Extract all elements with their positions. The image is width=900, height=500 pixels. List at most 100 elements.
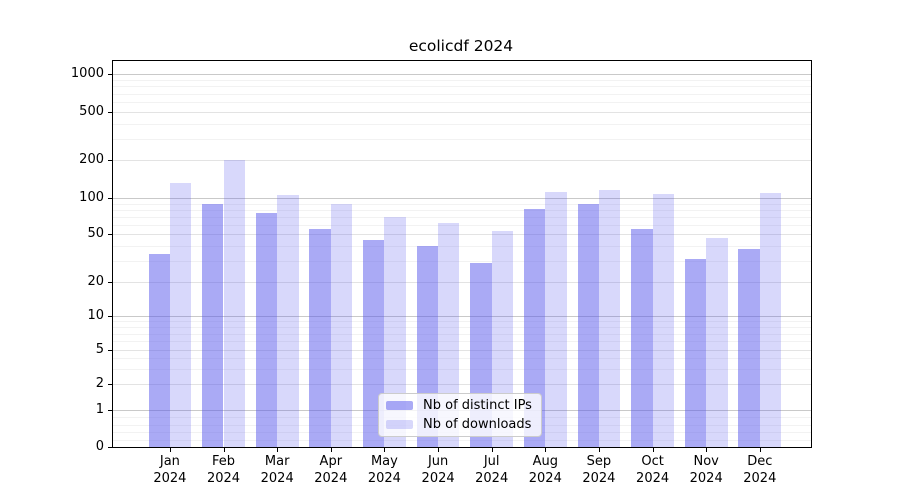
x-tick-label: Oct 2024 [636, 454, 670, 486]
bar-distinct-ips-aug [523, 209, 546, 447]
legend-swatch-downloads [386, 420, 413, 429]
y-tick-label: 1 [95, 402, 104, 417]
bar-downloads-oct [652, 193, 674, 447]
gridline-minor [113, 123, 811, 125]
y-tick-label: 50 [87, 226, 104, 242]
x-tick-mark [438, 448, 440, 452]
x-tick-mark [330, 448, 332, 452]
y-tick-label: 10 [87, 308, 104, 323]
y-tick-label: 5 [95, 342, 104, 357]
bar-distinct-ips-apr [309, 229, 331, 447]
y-tick-mark [108, 198, 113, 199]
x-tick-mark [545, 448, 547, 452]
y-tick-label: 1000 [70, 66, 104, 82]
legend-item-distinct-ips: Nb of distinct IPs [386, 398, 534, 413]
y-tick-mark [108, 160, 113, 161]
gridline-major [113, 316, 811, 317]
y-tick-mark [108, 316, 113, 317]
y-tick-mark [108, 281, 113, 283]
x-tick-mark [598, 448, 600, 452]
bar-downloads-may [384, 216, 406, 447]
y-tick-label: 100 [79, 190, 104, 205]
legend-item-downloads: Nb of downloads [386, 417, 534, 432]
y-tick-mark [108, 234, 113, 236]
y-tick-label: 200 [79, 152, 104, 167]
x-tick-label: Feb 2024 [206, 454, 241, 486]
gridline-minor [113, 216, 811, 218]
gridline-labeled-minor [113, 111, 811, 113]
y-tick-mark [108, 384, 113, 386]
x-tick-label: Mar 2024 [260, 454, 294, 486]
y-tick-mark [108, 74, 113, 76]
gridline-minor [113, 326, 811, 328]
chart-title: ecolicdf 2024 [408, 37, 514, 55]
bar-downloads-feb [223, 159, 245, 447]
x-tick-label: Jun 2024 [421, 454, 455, 486]
gridline-minor [113, 93, 811, 95]
x-tick-label: Jan 2024 [153, 454, 187, 486]
gridline-minor [113, 203, 811, 205]
bar-distinct-ips-nov [684, 259, 707, 447]
legend-swatch-distinct-ips [386, 401, 413, 410]
gridline-labeled-minor [113, 281, 811, 283]
bar-downloads-apr [330, 204, 353, 447]
gridline-minor [113, 369, 811, 371]
bar-downloads-jan [169, 183, 192, 447]
y-tick-mark [108, 350, 113, 351]
gridline-labeled-minor [113, 384, 811, 386]
gridline-minor [113, 86, 811, 88]
bar-distinct-ips-oct [631, 229, 653, 447]
x-tick-mark [491, 448, 493, 452]
gridline-minor [113, 209, 811, 211]
gridline-minor [113, 101, 811, 103]
gridline-labeled-minor [113, 350, 811, 351]
legend-label-downloads: Nb of downloads [423, 417, 532, 432]
gridline-minor [113, 260, 811, 262]
x-tick-mark [169, 448, 171, 452]
bar-downloads-dec [759, 192, 782, 447]
bar-downloads-jun [438, 223, 460, 447]
gridline-major [113, 74, 811, 76]
x-tick-label: Aug 2024 [528, 454, 562, 486]
x-tick-mark [277, 448, 279, 452]
bar-downloads-mar [277, 195, 299, 447]
plot-area: Nb of distinct IPs Nb of downloads [112, 60, 812, 448]
legend: Nb of distinct IPs Nb of downloads [378, 393, 542, 437]
y-tick-label: 0 [95, 439, 104, 454]
gridline-minor [113, 341, 811, 343]
bar-downloads-aug [545, 191, 567, 447]
bar-distinct-ips-mar [255, 213, 278, 447]
gridline-minor [113, 245, 811, 247]
legend-label-distinct-ips: Nb of distinct IPs [423, 398, 532, 413]
x-tick-mark [384, 448, 386, 452]
bar-distinct-ips-dec [738, 248, 760, 447]
x-tick-mark [706, 448, 708, 452]
x-tick-mark [223, 448, 225, 452]
bar-distinct-ips-feb [202, 204, 224, 447]
gridline-minor [113, 333, 811, 335]
gridline-minor [113, 321, 811, 323]
x-tick-label: Nov 2024 [689, 454, 723, 486]
bar-downloads-nov [706, 237, 728, 447]
y-tick-mark [108, 111, 113, 113]
x-tick-mark [759, 448, 761, 452]
x-tick-label: May 2024 [367, 454, 401, 486]
gridline-labeled-minor [113, 234, 811, 236]
x-tick-label: Apr 2024 [314, 454, 348, 486]
y-tick-mark [108, 410, 113, 411]
gridline-minor [113, 358, 811, 360]
gridline-labeled-minor [113, 160, 811, 161]
y-tick-mark [108, 447, 113, 448]
gridline-minor [113, 224, 811, 226]
y-tick-label: 500 [79, 103, 104, 119]
gridline-minor [113, 80, 811, 81]
bar-distinct-ips-sep [577, 204, 599, 447]
gridline-minor [113, 439, 811, 441]
y-tick-label: 2 [95, 376, 104, 392]
bar-distinct-ips-jan [148, 254, 170, 447]
y-tick-label: 20 [87, 273, 104, 289]
gridline-minor [113, 138, 811, 140]
bar-downloads-sep [598, 190, 621, 447]
x-tick-mark [652, 448, 654, 452]
